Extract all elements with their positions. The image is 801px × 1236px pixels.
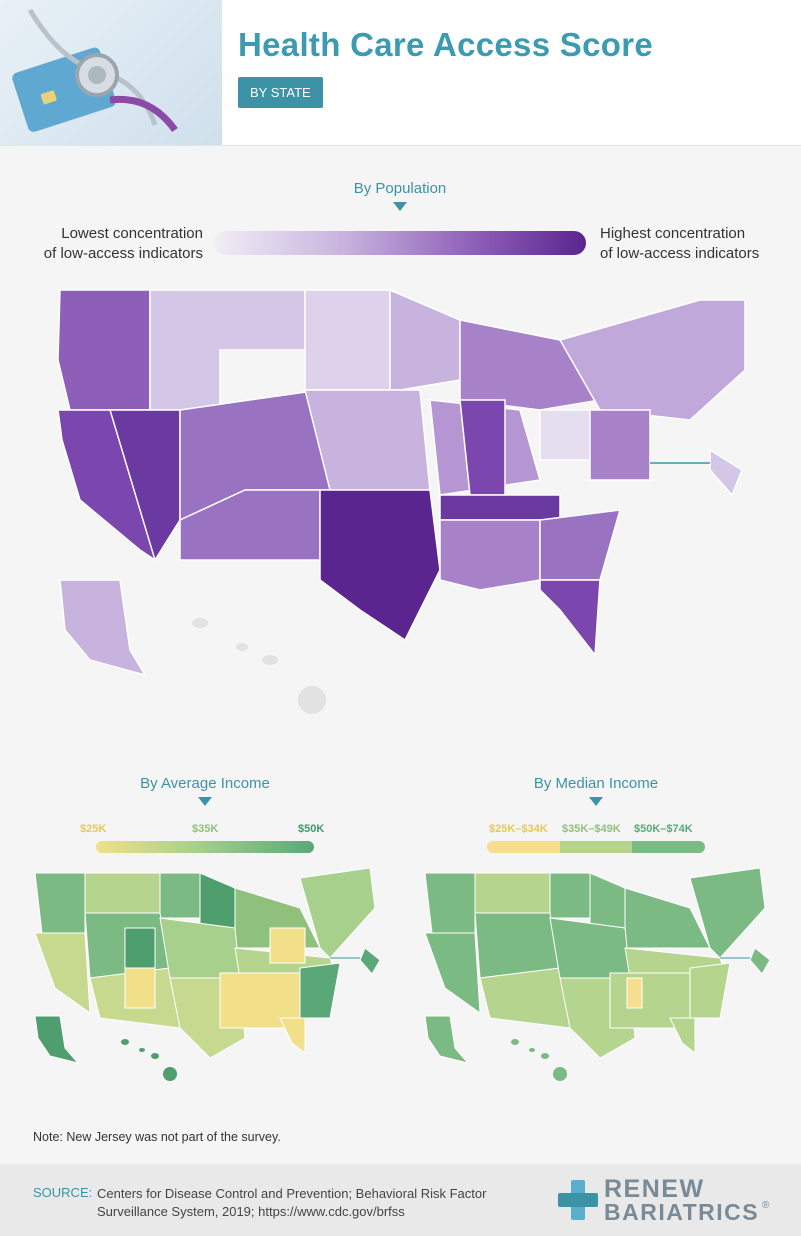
state-region-northwest — [34, 872, 86, 934]
state-region-montana — [84, 872, 161, 914]
by-state-badge: BY STATE — [238, 77, 323, 108]
survey-note: Note: New Jersey was not part of the sur… — [33, 1130, 281, 1144]
state-region-california — [424, 932, 481, 1015]
state-dc-callout — [359, 947, 381, 975]
state-mississippi — [626, 977, 643, 1009]
logo-renew-text: RENEW — [604, 1175, 705, 1203]
state-region-plains — [549, 917, 631, 979]
state-region-california — [34, 932, 91, 1015]
state-region-dakotas — [304, 289, 391, 391]
hawaii-islands — [121, 1039, 177, 1081]
population-gradient-legend — [214, 231, 586, 255]
state-region-dakotas — [159, 872, 201, 919]
state-dc-callout — [749, 947, 771, 975]
median-income-section-label: By Median Income — [533, 775, 659, 792]
state-region-deep-south — [439, 519, 541, 591]
population-map — [57, 288, 746, 714]
avg-income-map — [34, 868, 381, 1081]
stethoscope-purple-tube-icon — [109, 95, 178, 133]
legend-low-label: Lowest concentration of low-access indic… — [43, 225, 203, 262]
down-arrow-icon — [393, 202, 407, 211]
state-region-colorado — [124, 927, 156, 969]
state-alaska — [59, 579, 147, 677]
state-region-minnesota — [389, 288, 461, 391]
avg-tick-50k: $50K — [298, 823, 325, 835]
state-region-georgia-carolinas — [539, 509, 622, 581]
header-bar: Health Care Access Score BY STATE — [0, 0, 801, 146]
state-alaska — [424, 1015, 470, 1064]
footer-bar — [0, 1164, 801, 1236]
state-region-carolinas — [689, 962, 731, 1019]
medical-cross-logo-icon — [558, 1180, 598, 1220]
stethoscope-card-illustration — [12, 8, 178, 133]
state-region-northeast — [299, 868, 376, 959]
logo-bariatrics-text: BARIATRICS — [604, 1199, 760, 1225]
card-chip-icon — [40, 90, 57, 105]
down-arrow-icon — [589, 797, 603, 806]
state-region-texas — [319, 489, 441, 642]
avg-income-gradient-legend — [96, 841, 314, 853]
state-region-plains — [159, 917, 241, 979]
median-bin-low-swatch — [487, 841, 560, 853]
median-bin-mid-label: $35K–$49K — [562, 823, 621, 835]
stethoscope-diaphragm-icon — [88, 66, 106, 84]
hawaii-islands — [511, 1039, 567, 1081]
avg-income-section-label: By Average Income — [140, 775, 270, 792]
legend-high-label: Highest concentration of low-access indi… — [600, 225, 760, 262]
state-region-florida — [279, 1017, 306, 1055]
state-alaska — [34, 1015, 80, 1064]
median-income-bin-legend — [487, 841, 705, 853]
population-section-label: By Population — [353, 180, 447, 197]
state-region-dakotas — [549, 872, 591, 919]
state-region-mid-atlantic — [589, 409, 651, 481]
state-region-great-lakes — [459, 319, 602, 411]
state-dc-callout — [709, 448, 743, 497]
state-region-southwest — [479, 967, 571, 1029]
hawaii-islands — [192, 618, 326, 714]
state-region-montana — [149, 289, 306, 411]
source-text: Centers for Disease Control and Preventi… — [97, 1186, 487, 1219]
down-arrow-icon — [198, 797, 212, 806]
state-region-florida — [539, 579, 601, 658]
state-region-ohio-wv — [269, 927, 306, 964]
state-region-ohio — [539, 409, 591, 461]
median-bin-mid-swatch — [559, 841, 633, 853]
state-region-minnesota — [199, 872, 236, 929]
median-bin-high-label: $50K–$74K — [634, 823, 693, 835]
source-label: SOURCE: — [33, 1185, 93, 1200]
page-title: Health Care Access Score — [238, 26, 654, 63]
state-region-montana — [474, 872, 551, 914]
avg-tick-25k: $25K — [80, 823, 107, 835]
state-region-northwest — [57, 289, 151, 411]
state-region-minnesota — [589, 872, 626, 929]
state-region-tennessee — [439, 494, 561, 521]
state-region-florida — [669, 1017, 696, 1055]
state-region-northeast — [689, 868, 766, 959]
avg-tick-35k: $35K — [192, 823, 219, 835]
state-region-carolinas — [299, 962, 341, 1019]
median-bin-high-swatch — [632, 841, 705, 853]
state-region-northwest — [424, 872, 476, 934]
median-income-map — [424, 868, 771, 1081]
registered-mark: ® — [762, 1200, 770, 1211]
hero-image — [0, 0, 222, 145]
state-region-mountain — [474, 912, 561, 979]
state-region-new-mexico — [124, 967, 156, 1009]
median-bin-low-label: $25K–$34K — [489, 823, 548, 835]
